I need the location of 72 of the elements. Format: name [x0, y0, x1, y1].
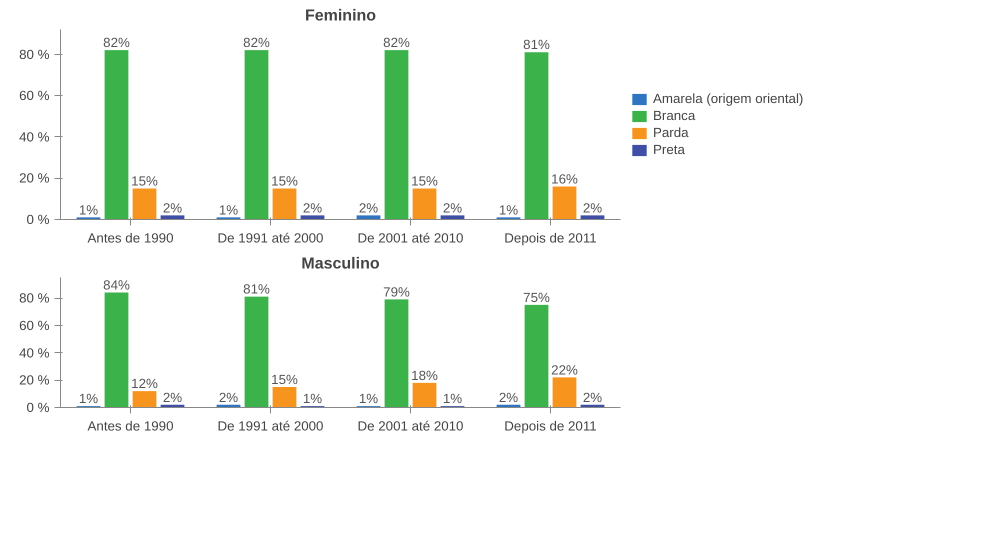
data-label: 75% — [523, 290, 550, 305]
data-label: 2% — [498, 390, 518, 405]
bar — [524, 52, 548, 220]
bar — [552, 377, 576, 408]
data-label: 81% — [523, 37, 550, 52]
x-tick-label: De 2001 até 2010 — [358, 418, 464, 434]
y-tick-label: 80 % — [19, 46, 50, 62]
data-label: 12% — [131, 376, 158, 392]
data-label: 81% — [243, 282, 270, 297]
legend-label: Parda — [653, 125, 689, 140]
bar — [104, 50, 128, 220]
bar — [244, 50, 268, 220]
bar — [412, 382, 436, 408]
y-tick-label: 60 % — [19, 318, 50, 333]
x-tick-label: Depois de 2011 — [504, 230, 597, 246]
data-label: 1% — [302, 391, 322, 406]
data-label: 22% — [551, 362, 578, 378]
chart-title: Masculino — [301, 256, 380, 272]
y-tick-label: 80 % — [19, 290, 50, 306]
data-label: 2% — [302, 200, 322, 216]
data-label: 2% — [162, 200, 182, 216]
data-label: 2% — [162, 390, 182, 405]
bar — [244, 296, 268, 408]
data-label: 84% — [103, 278, 130, 293]
data-label: 1% — [498, 202, 518, 218]
bar — [132, 391, 156, 408]
y-tick-label: 40 % — [19, 345, 50, 360]
y-tick-label: 60 % — [19, 88, 50, 104]
data-label: 15% — [411, 174, 438, 189]
y-tick-label: 20 % — [19, 170, 50, 186]
legend-label: Branca — [653, 108, 696, 123]
bar — [384, 299, 408, 408]
data-label: 1% — [78, 202, 98, 218]
data-label: 15% — [271, 372, 298, 387]
data-label: 2% — [218, 390, 238, 405]
bar — [552, 186, 576, 220]
data-label: 82% — [383, 35, 410, 50]
data-label: 15% — [271, 174, 298, 189]
data-label: 1% — [358, 391, 378, 406]
legend-label: Amarela (origem oriental) — [653, 91, 804, 106]
data-label: 82% — [103, 35, 130, 50]
data-label: 1% — [78, 391, 98, 406]
bar — [132, 188, 156, 220]
data-label: 15% — [131, 174, 158, 189]
legend-label: Preta — [653, 142, 685, 157]
x-tick-label: Antes de 1990 — [88, 230, 174, 246]
data-label: 1% — [218, 202, 238, 218]
bar — [272, 386, 296, 408]
bar — [524, 304, 548, 408]
y-tick-label: 20 % — [19, 372, 50, 388]
y-tick-label: 0 % — [26, 400, 50, 415]
y-tick-label: 40 % — [19, 129, 50, 144]
data-label: 1% — [442, 391, 462, 406]
bar — [412, 188, 436, 220]
x-tick-label: Antes de 1990 — [88, 418, 174, 434]
data-label: 2% — [582, 390, 602, 405]
data-label: 82% — [243, 35, 270, 50]
bar — [272, 188, 296, 220]
x-tick-label: De 1991 até 2000 — [218, 230, 324, 246]
x-tick-label: De 2001 até 2010 — [358, 230, 464, 246]
x-tick-label: De 1991 até 2000 — [218, 418, 324, 434]
data-label: 2% — [582, 200, 602, 216]
data-label: 18% — [411, 368, 438, 383]
chart-title: Feminino — [304, 8, 376, 24]
bar — [384, 50, 408, 220]
data-label: 2% — [442, 200, 462, 216]
data-label: 16% — [551, 171, 578, 186]
data-label: 2% — [358, 200, 378, 216]
data-label: 79% — [383, 284, 410, 300]
y-tick-label: 0 % — [26, 212, 50, 227]
bar — [104, 292, 128, 408]
x-tick-label: Depois de 2011 — [504, 418, 597, 434]
